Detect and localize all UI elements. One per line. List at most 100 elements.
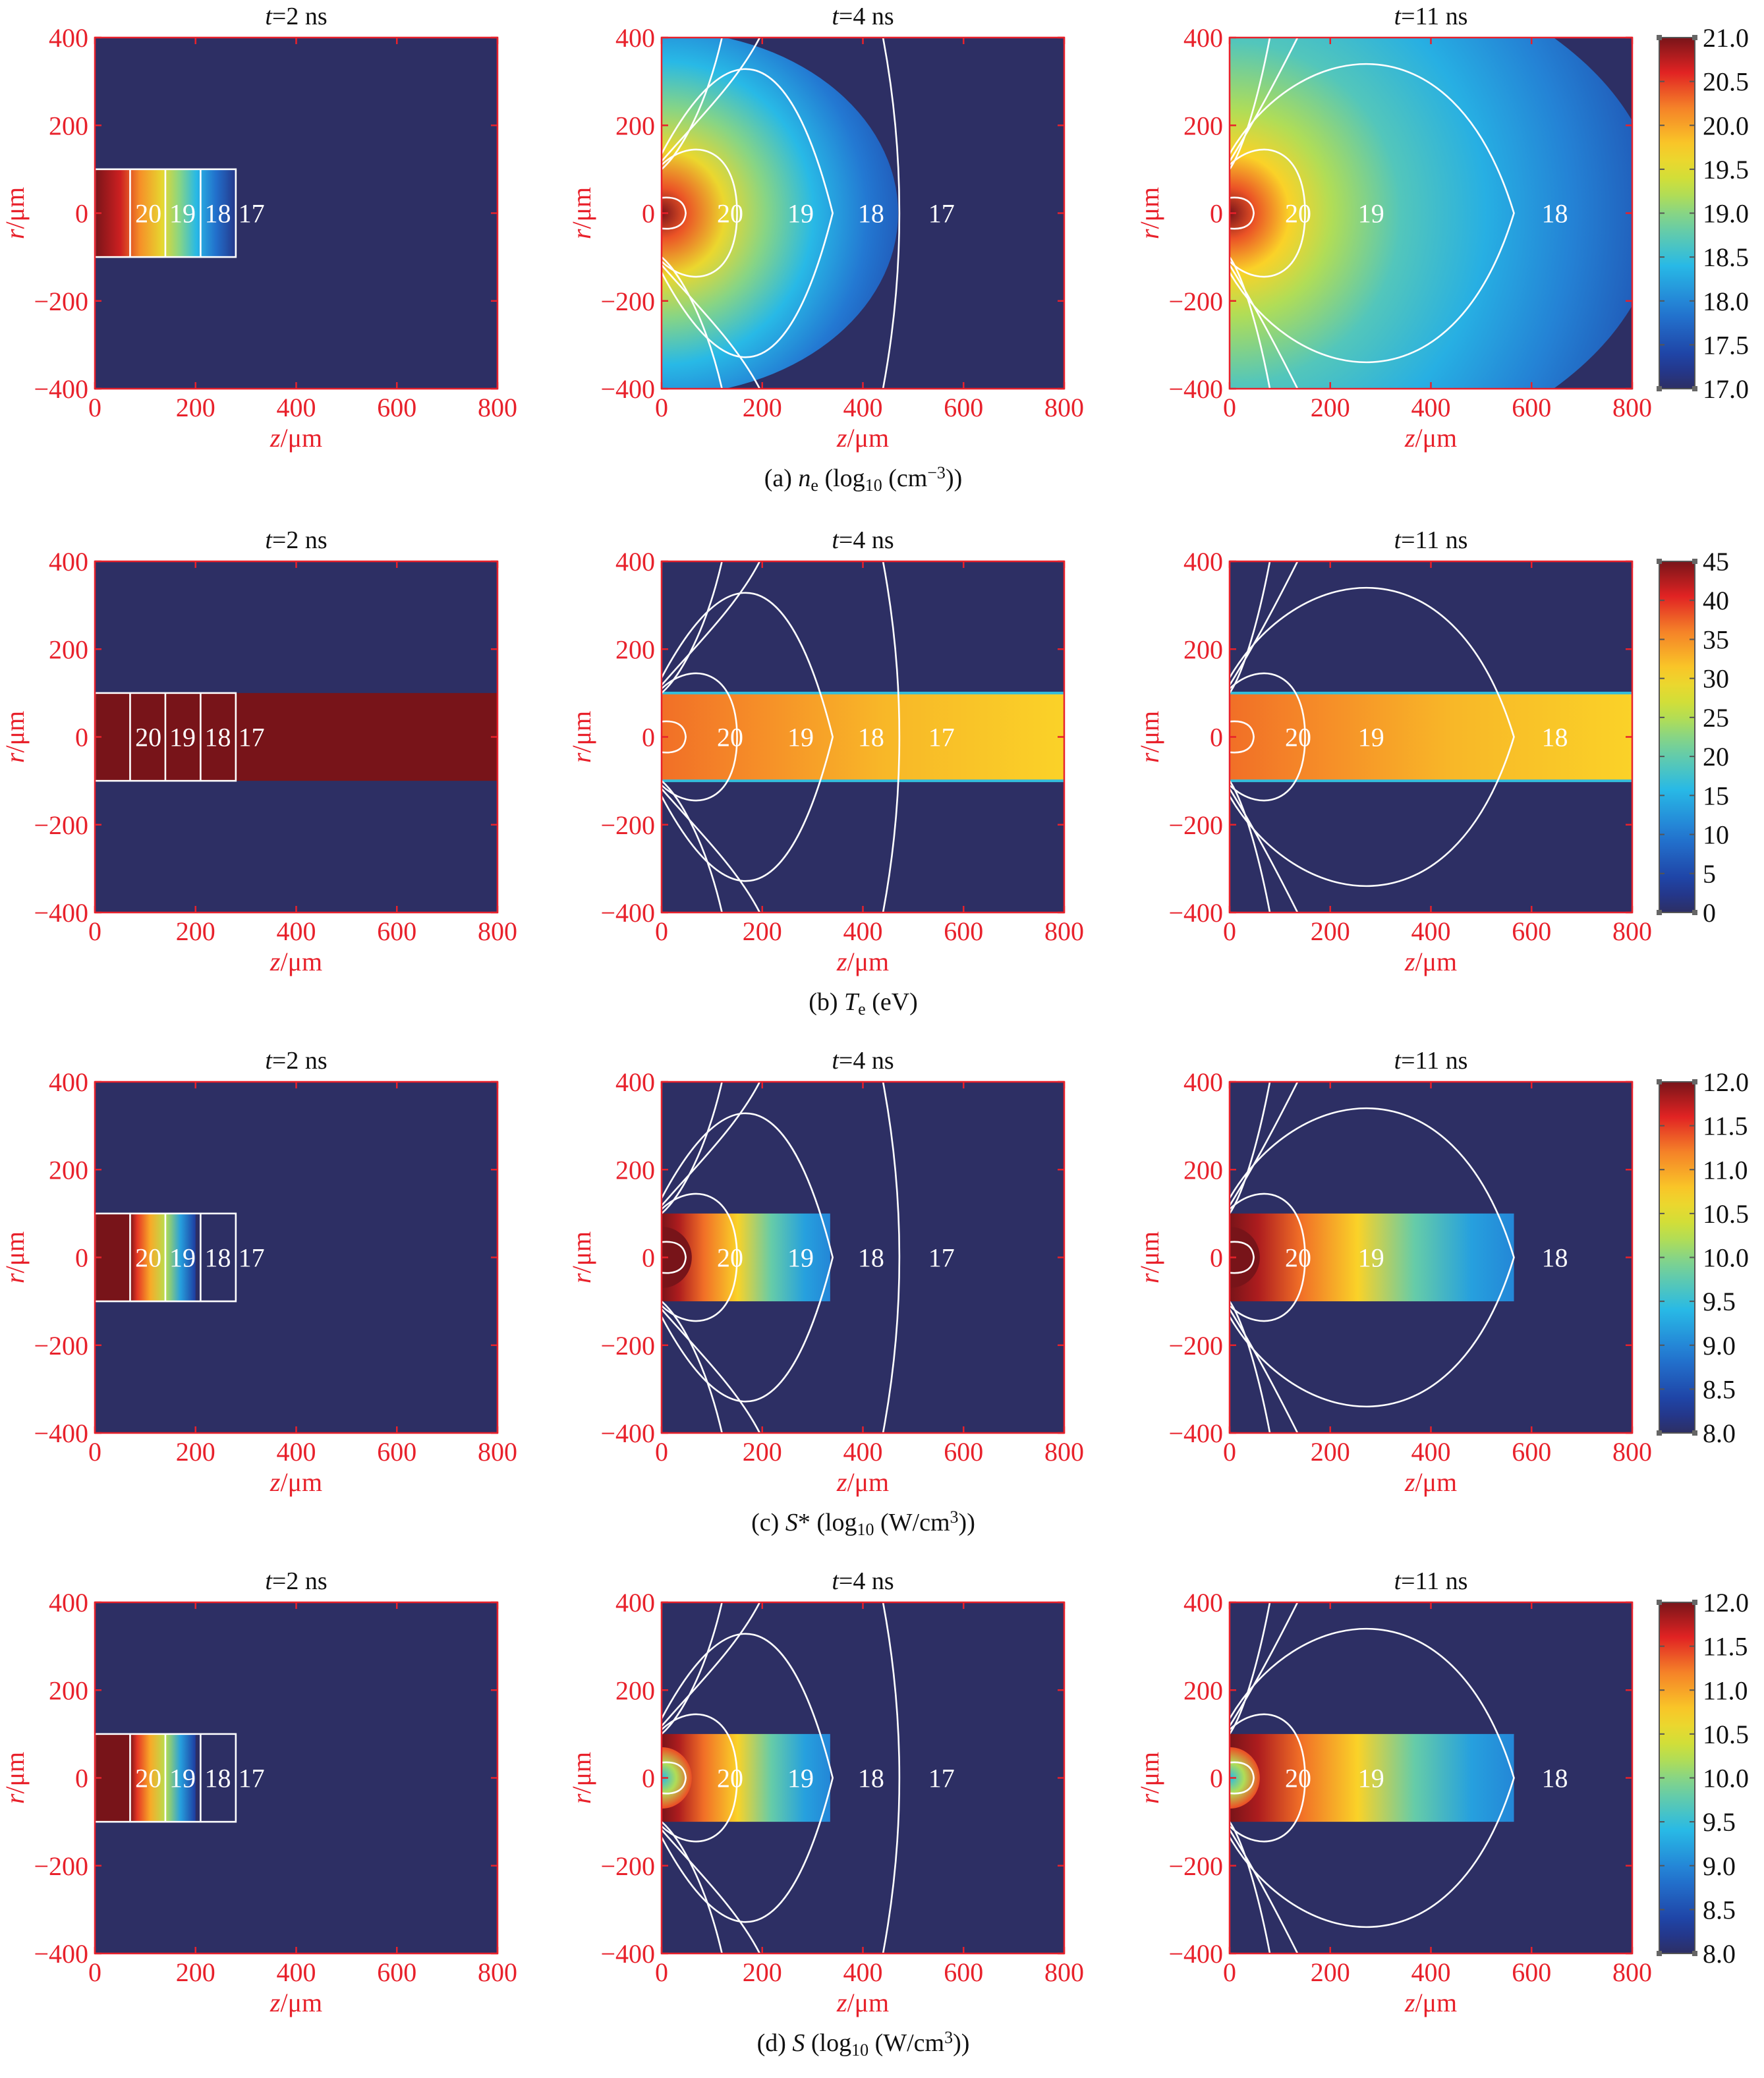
- contour-20: [662, 1241, 687, 1274]
- tick-marks: [660, 1601, 1066, 1955]
- y-tick-label: 400: [49, 547, 88, 576]
- colorbar-tick-label: 20.0: [1703, 111, 1749, 140]
- y-tick-label: 200: [615, 634, 655, 664]
- contour-swept-line: [1230, 1602, 1299, 1727]
- contour-swept-line: [662, 1829, 761, 1953]
- tick-marks: [1228, 36, 1634, 390]
- panel-title: t=4 ns: [832, 1047, 894, 1075]
- contour-label-19: 19: [169, 199, 196, 229]
- contour-label-19: 19: [1358, 1243, 1384, 1273]
- colorbar-end-marker: [1657, 1079, 1662, 1084]
- x-tick-label: 200: [1311, 916, 1350, 946]
- colorbar-tick-label: 9.5: [1703, 1287, 1736, 1316]
- x-tick-label: 400: [1411, 1437, 1451, 1467]
- plot-area: 20 19 18 17: [95, 38, 498, 389]
- y-tick-label: −400: [34, 898, 88, 928]
- x-tick-label: 0: [655, 916, 668, 946]
- panel-d-3: 20 19 18 0 200 400 600 800 400 200 0 −200 −400 z/μm r/…: [1135, 1567, 1652, 2017]
- contour-swept-line: [662, 561, 723, 694]
- x-tick-label: 800: [1612, 393, 1652, 422]
- contour-label-20: 20: [1285, 1243, 1311, 1273]
- caption-a: (a) ne (log10 (cm−3)): [764, 463, 963, 494]
- contour-17: [882, 1602, 901, 1953]
- y-tick-label: 400: [1183, 1588, 1223, 1617]
- y-tick-label: 400: [1183, 1067, 1223, 1097]
- contour-label-18: 18: [1542, 723, 1568, 752]
- panel-a-1: 20 19 18 17 0 200 400 600 800 400 200 0 −200 −400 z/μm…: [0, 3, 517, 453]
- x-tick-label: 800: [1044, 1957, 1084, 1987]
- y-tick-label: −400: [1168, 898, 1223, 928]
- y-tick-label: −400: [1168, 1418, 1223, 1448]
- contour-label-20: 20: [1285, 199, 1311, 229]
- contour-label-20: 20: [717, 1243, 743, 1273]
- contour-label-20: 20: [717, 723, 743, 752]
- panel-b-2: 20 19 18 17 0 200 400 600 800 400 200 0 −200 −400 z/μm…: [567, 526, 1084, 976]
- tick-marks: [94, 560, 499, 914]
- colorbar-tick-label: 17.0: [1703, 374, 1749, 404]
- contour-swept-line: [662, 1082, 761, 1206]
- contour-label-19: 19: [169, 1764, 196, 1793]
- colorbar-end-marker: [1657, 35, 1662, 40]
- colorbar-tick-label: 10: [1703, 820, 1729, 850]
- x-tick-label: 400: [843, 1437, 883, 1467]
- contour-label-20: 20: [135, 723, 161, 752]
- contour-lines: [1230, 38, 1515, 389]
- x-tick-label: 800: [1044, 1437, 1084, 1467]
- y-tick-label: −400: [34, 1418, 88, 1448]
- x-axis-label: z/μm: [1404, 1988, 1457, 2017]
- y-tick-label: 200: [1183, 111, 1223, 140]
- x-tick-label: 600: [944, 1437, 983, 1467]
- colorbar-tick-label: 30: [1703, 664, 1729, 694]
- contour-label-19: 19: [787, 1243, 814, 1273]
- x-tick-label: 400: [843, 1957, 883, 1987]
- colorbar-end-marker: [1657, 910, 1662, 915]
- colorbar-end-marker: [1692, 559, 1697, 564]
- x-axis-label: z/μm: [1404, 947, 1457, 976]
- y-tick-label: 0: [642, 199, 655, 229]
- contour-label-20: 20: [135, 199, 161, 229]
- colorbar-a: 21.0 20.5 20.0 19.5 19.0 18.5 18.0 17.5 17.0: [1657, 23, 1749, 404]
- x-tick-label: 600: [944, 916, 983, 946]
- y-tick-label: 200: [615, 1155, 655, 1185]
- contour-17: [882, 1082, 901, 1433]
- x-tick-label: 200: [176, 393, 215, 422]
- y-tick-label: 200: [1183, 1155, 1223, 1185]
- colorbar-end-marker: [1692, 1951, 1697, 1956]
- contour-lines: [95, 692, 237, 782]
- contour-label-20: 20: [135, 1764, 161, 1793]
- y-tick-label: −200: [34, 1331, 88, 1361]
- density-plume: [1230, 38, 1632, 389]
- contour-label-20: 20: [135, 1243, 161, 1273]
- colorbar-end-marker: [1692, 1600, 1697, 1605]
- tick-marks: [94, 1081, 499, 1434]
- contour-17: [882, 561, 901, 913]
- panel-title: t=2 ns: [265, 1047, 327, 1075]
- y-tick-label: −200: [1168, 810, 1223, 840]
- contour-label-18: 18: [1542, 1243, 1568, 1273]
- x-tick-label: 400: [1411, 916, 1451, 946]
- y-tick-label: 200: [615, 1675, 655, 1705]
- colorbar-tick-label: 40: [1703, 586, 1729, 615]
- colorbar-tick-label: 5: [1703, 859, 1716, 889]
- y-tick-label: 400: [615, 1588, 655, 1617]
- x-tick-label: 400: [277, 1957, 316, 1987]
- panel-b-1: 20 19 18 17 0 200 400 600 800 400 200 0 −200 −400 z/μm…: [0, 526, 517, 976]
- x-tick-label: 0: [88, 916, 101, 946]
- contour-label-17: 17: [928, 199, 955, 229]
- tick-marks: [1228, 560, 1634, 914]
- y-tick-label: −400: [34, 374, 88, 404]
- colorbar-gradient: [1659, 1602, 1695, 1954]
- y-tick-label: −400: [600, 1939, 655, 1969]
- colorbar-d: 12.0 11.5 11.0 10.5 10.0 9.5 9.0 8.5 8.0: [1657, 1588, 1749, 1969]
- density-plume: [662, 38, 898, 389]
- power-field: [1230, 1213, 1514, 1302]
- contour-label-19: 19: [1358, 199, 1384, 229]
- contour-label-18: 18: [858, 1764, 884, 1793]
- x-tick-label: 600: [1512, 1437, 1551, 1467]
- contour-lines: [95, 1733, 237, 1823]
- contour-label-19: 19: [169, 1243, 196, 1273]
- contour-label-19: 19: [787, 723, 814, 752]
- temperature-field: [662, 694, 1064, 780]
- x-tick-label: 0: [655, 1957, 668, 1987]
- colorbar-tick-label: 20: [1703, 742, 1729, 772]
